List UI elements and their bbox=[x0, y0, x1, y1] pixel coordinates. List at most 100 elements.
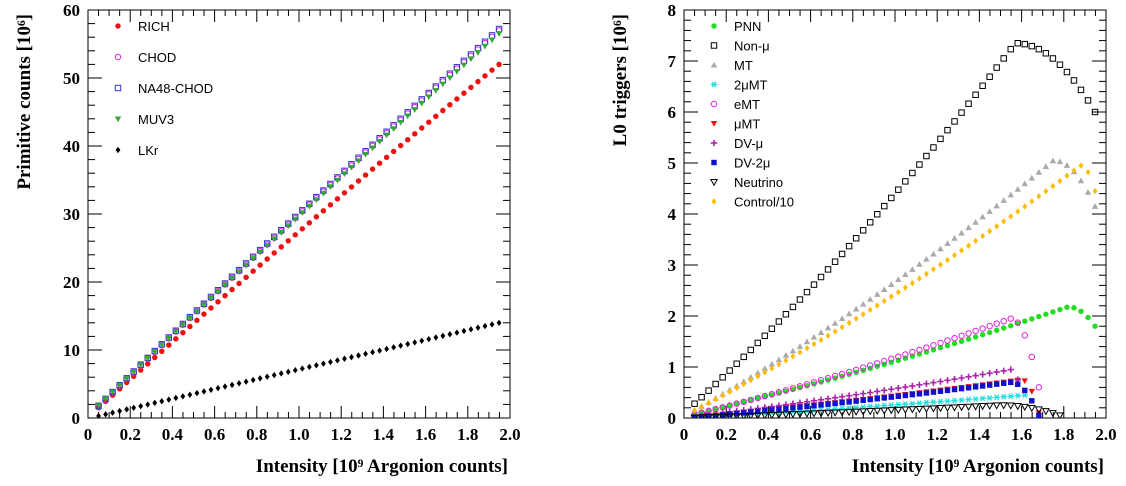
data-point bbox=[888, 194, 895, 202]
data-point bbox=[916, 261, 923, 267]
data-point bbox=[923, 390, 930, 396]
data-point bbox=[131, 404, 137, 411]
data-point bbox=[951, 235, 958, 241]
data-point bbox=[335, 357, 340, 364]
data-point bbox=[803, 381, 811, 388]
data-point bbox=[986, 370, 993, 377]
data-point bbox=[747, 396, 754, 404]
left-x-tick-label: 0.6 bbox=[204, 425, 225, 444]
data-point bbox=[1050, 182, 1056, 190]
data-point bbox=[201, 388, 207, 395]
data-point bbox=[263, 242, 271, 249]
legend-label-na48-chod: NA48-CHOD bbox=[138, 81, 213, 96]
data-point bbox=[1036, 193, 1042, 200]
data-point bbox=[1008, 323, 1014, 329]
data-point bbox=[937, 398, 944, 405]
data-point bbox=[902, 178, 909, 185]
right-x-tick-label: 1.4 bbox=[969, 425, 991, 444]
data-point bbox=[789, 347, 797, 354]
left-x-tick-label: 2.0 bbox=[499, 425, 520, 444]
right-x-tick-label: 1.6 bbox=[1011, 425, 1032, 444]
data-point bbox=[1029, 316, 1035, 322]
data-point bbox=[460, 62, 468, 69]
data-point bbox=[215, 299, 221, 305]
left-x-tick-label: 1.2 bbox=[331, 425, 352, 444]
data-point bbox=[838, 370, 846, 378]
legend-label-emt: eMT bbox=[734, 97, 760, 112]
data-point bbox=[194, 317, 200, 323]
data-point bbox=[769, 407, 775, 413]
data-point bbox=[993, 394, 1000, 401]
data-point bbox=[852, 391, 860, 398]
data-point bbox=[1000, 380, 1007, 386]
data-point bbox=[159, 348, 165, 355]
data-point bbox=[1021, 332, 1029, 339]
data-point bbox=[817, 273, 825, 281]
data-point bbox=[496, 319, 502, 326]
data-point bbox=[1029, 398, 1035, 404]
data-point bbox=[1084, 189, 1092, 195]
data-point bbox=[762, 369, 768, 376]
data-point bbox=[397, 142, 404, 149]
data-point bbox=[888, 402, 895, 409]
legend-marker-na48-chod bbox=[114, 84, 122, 92]
data-point bbox=[810, 397, 818, 404]
data-point bbox=[916, 275, 922, 282]
data-point bbox=[901, 406, 910, 414]
data-point bbox=[945, 256, 950, 264]
data-point bbox=[874, 291, 881, 297]
data-point bbox=[1008, 379, 1014, 386]
data-point bbox=[930, 389, 937, 395]
data-point bbox=[719, 374, 726, 381]
data-point bbox=[1028, 42, 1036, 50]
data-point bbox=[985, 402, 994, 410]
data-point bbox=[825, 401, 831, 407]
data-point bbox=[704, 414, 713, 418]
data-point bbox=[859, 408, 868, 416]
data-point bbox=[951, 334, 958, 342]
data-point bbox=[761, 332, 769, 340]
left-y-tick-label: 60 bbox=[63, 1, 80, 20]
data-point bbox=[874, 302, 880, 309]
data-point bbox=[754, 394, 762, 402]
data-point bbox=[902, 351, 909, 358]
data-point bbox=[489, 67, 495, 73]
data-point bbox=[306, 203, 313, 210]
data-point bbox=[958, 109, 965, 116]
data-point bbox=[236, 280, 242, 287]
data-point bbox=[1042, 163, 1050, 170]
data-point bbox=[719, 412, 726, 418]
data-point bbox=[691, 400, 698, 407]
data-point bbox=[243, 378, 249, 385]
data-point bbox=[256, 249, 264, 256]
data-point bbox=[362, 172, 369, 178]
data-point bbox=[377, 347, 383, 354]
data-point bbox=[938, 261, 943, 268]
data-point bbox=[929, 405, 938, 413]
data-point bbox=[894, 406, 903, 415]
data-point bbox=[235, 269, 243, 276]
data-point bbox=[152, 354, 158, 361]
data-point bbox=[341, 171, 348, 178]
data-point bbox=[838, 250, 846, 258]
data-point bbox=[923, 152, 930, 160]
data-point bbox=[760, 412, 769, 418]
data-point bbox=[852, 366, 860, 374]
data-point bbox=[208, 305, 214, 311]
data-point bbox=[187, 323, 193, 330]
left-y-tick-label: 0 bbox=[72, 409, 81, 428]
legend-marker-non-mu bbox=[710, 42, 718, 49]
data-point bbox=[796, 343, 804, 349]
left-series-muv3 bbox=[95, 31, 503, 409]
data-point bbox=[145, 361, 151, 367]
right-x-tick-label: 0.4 bbox=[758, 425, 780, 444]
data-point bbox=[180, 329, 186, 336]
right-x-tick-label: 0.8 bbox=[842, 425, 863, 444]
data-point bbox=[419, 125, 425, 131]
data-point bbox=[895, 393, 902, 400]
data-point bbox=[383, 154, 390, 161]
data-point bbox=[993, 320, 1000, 327]
data-point bbox=[370, 349, 375, 356]
data-point bbox=[741, 410, 747, 416]
data-point bbox=[831, 372, 839, 380]
